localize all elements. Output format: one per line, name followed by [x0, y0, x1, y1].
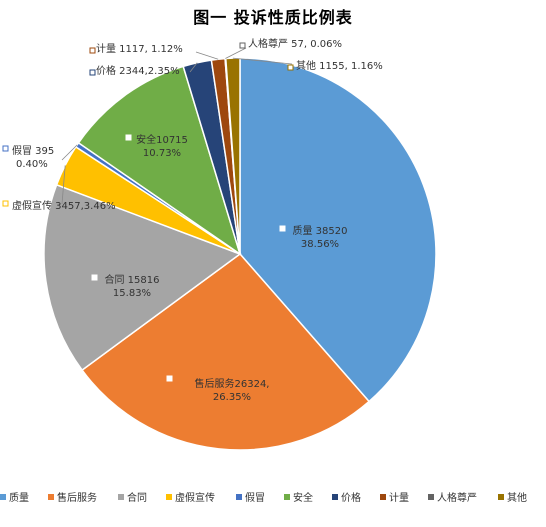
leader-line-9: [232, 57, 293, 65]
leader-line-6: [189, 62, 198, 73]
leader-line-8: [225, 47, 247, 59]
legend-swatch-1: [48, 494, 54, 500]
legend-swatch-6: [332, 494, 338, 500]
label-marker-1: [166, 375, 173, 382]
slice-label-3: 虚假宣传 3457,3.46%: [12, 199, 116, 212]
leader-line-4: [61, 144, 78, 161]
slice-label-2: 合同 15816: [105, 273, 160, 286]
label-marker-0: [279, 225, 286, 232]
legend-label-3: 虚假宣传: [175, 491, 215, 504]
legend-swatch-9: [498, 494, 504, 500]
label-marker-3: [2, 200, 9, 207]
label-marker-4: [2, 145, 9, 152]
label-marker-5: [125, 134, 132, 141]
slice-label-0: 质量 38520: [293, 225, 348, 237]
label-marker-7: [89, 47, 96, 54]
legend-label-1: 售后服务: [57, 491, 97, 504]
legend-swatch-5: [284, 494, 290, 500]
legend-label-7: 计量: [389, 491, 409, 504]
legend-swatch-8: [428, 494, 434, 500]
slice-label-7: 计量 1117, 1.12%: [96, 42, 183, 55]
leader-line-3: [61, 165, 66, 205]
slice-label-9: 其他 1155, 1.16%: [296, 59, 383, 72]
pie-slice-2: [43, 183, 242, 372]
legend-swatch-4: [236, 494, 242, 500]
label-marker-9: [287, 64, 294, 71]
slice-percent-0: 38.56%: [301, 239, 339, 250]
slice-label-6: 价格 2344,2.35%: [96, 64, 180, 77]
slice-label-8: 人格尊严 57, 0.06%: [248, 37, 342, 50]
label-marker-2: [91, 274, 98, 281]
legend-swatch-7: [380, 494, 386, 500]
slice-label-1: 售后服务26324,: [195, 377, 270, 390]
legend-label-4: 假冒: [245, 491, 265, 504]
legend-swatch-2: [118, 494, 124, 500]
legend-label-5: 安全: [293, 491, 313, 504]
label-marker-6: [89, 69, 96, 76]
legend-label-6: 价格: [341, 491, 361, 504]
chart-title: 图一 投诉性质比例表: [193, 8, 353, 27]
slice-label-5: 安全10715: [136, 133, 188, 146]
slice-percent-2: 15.83%: [113, 288, 151, 299]
leader-line-7: [195, 51, 219, 60]
legend-label-9: 其他: [507, 491, 527, 504]
slice-percent-1: 26.35%: [213, 392, 251, 403]
label-marker-8: [239, 42, 246, 49]
pie-slice-5: [77, 65, 242, 256]
pie-slice-1: [81, 252, 371, 451]
legend-label-8: 人格尊严: [437, 491, 477, 504]
slice-label-4: 假冒 395: [12, 144, 54, 157]
slice-percent-5: 10.73%: [143, 148, 181, 159]
legend-label-0: 质量: [9, 492, 29, 504]
legend-swatch-0: [0, 494, 6, 500]
legend-label-2: 合同: [127, 491, 147, 504]
pie-slice-0: [239, 57, 437, 403]
slice-percent-4: 0.40%: [16, 159, 48, 170]
legend-swatch-3: [166, 494, 172, 500]
